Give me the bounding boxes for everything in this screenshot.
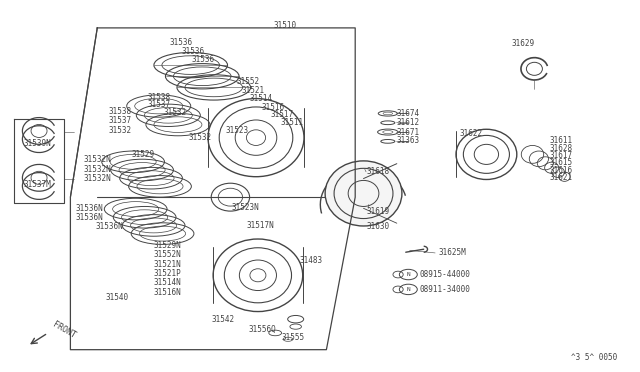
Text: 31536: 31536 [170,38,193,47]
Text: 31625M: 31625M [438,248,466,257]
Text: 31540: 31540 [106,293,129,302]
Text: 31628: 31628 [549,144,572,153]
Text: 31538: 31538 [147,93,170,102]
Text: 31532: 31532 [163,108,186,117]
Text: 31523: 31523 [225,126,248,135]
Text: FRONT: FRONT [51,320,77,340]
Text: 31536N: 31536N [76,204,103,213]
Text: 31516: 31516 [261,103,284,112]
Text: 31556Q: 31556Q [248,325,276,334]
Text: 31521P: 31521P [154,269,181,278]
Text: 31555: 31555 [282,333,305,342]
Text: 31618: 31618 [366,167,389,176]
Text: 31622: 31622 [460,129,483,138]
Text: 31538: 31538 [109,107,132,116]
Text: 31537: 31537 [147,100,170,109]
Text: 31483: 31483 [300,256,323,265]
Text: 31617: 31617 [549,151,572,160]
Text: 31612: 31612 [397,118,420,126]
Text: 31529N: 31529N [154,241,181,250]
Text: 31532: 31532 [189,133,212,142]
Text: 31536: 31536 [192,55,215,64]
Text: ^3 5^ 0050: ^3 5^ 0050 [572,353,618,362]
Text: 31552: 31552 [237,77,260,86]
Text: 31537: 31537 [109,116,132,125]
Text: 31615: 31615 [549,158,572,167]
Text: 31536N: 31536N [76,213,103,222]
Text: 31539N: 31539N [23,139,51,148]
Text: 31516N: 31516N [154,288,181,296]
Ellipse shape [325,161,402,226]
Text: 31363: 31363 [397,136,420,145]
Text: 31532N: 31532N [83,155,111,164]
Text: 31510: 31510 [273,21,296,30]
Text: 08915-44000: 08915-44000 [419,270,470,279]
Text: 31523N: 31523N [232,203,259,212]
Text: 31514N: 31514N [154,278,181,287]
Text: N: N [406,272,410,277]
Text: 31517N: 31517N [246,221,274,230]
Text: 31619: 31619 [366,207,389,216]
Text: 31621: 31621 [549,173,572,182]
Text: 31532N: 31532N [83,165,111,174]
Text: 31536N: 31536N [96,222,124,231]
Text: 31521: 31521 [242,86,265,94]
Text: 31529: 31529 [131,150,154,159]
Text: 31629: 31629 [512,39,535,48]
Text: 31514: 31514 [250,94,273,103]
Text: 31517: 31517 [270,110,293,119]
Text: 31542: 31542 [211,315,234,324]
Text: 08911-34000: 08911-34000 [419,285,470,294]
Text: 31674: 31674 [397,109,420,118]
Text: 31511: 31511 [280,118,303,126]
Text: 31532: 31532 [109,126,132,135]
Text: 31671: 31671 [397,128,420,137]
Text: 31616: 31616 [549,166,572,175]
Text: 31630: 31630 [366,222,389,231]
Text: 31537M: 31537M [23,180,51,189]
Text: 31552N: 31552N [154,250,181,259]
Text: 31532N: 31532N [83,174,111,183]
Text: 31611: 31611 [549,136,572,145]
Text: 31536: 31536 [181,47,204,56]
Text: N: N [406,287,410,292]
Text: 31521N: 31521N [154,260,181,269]
